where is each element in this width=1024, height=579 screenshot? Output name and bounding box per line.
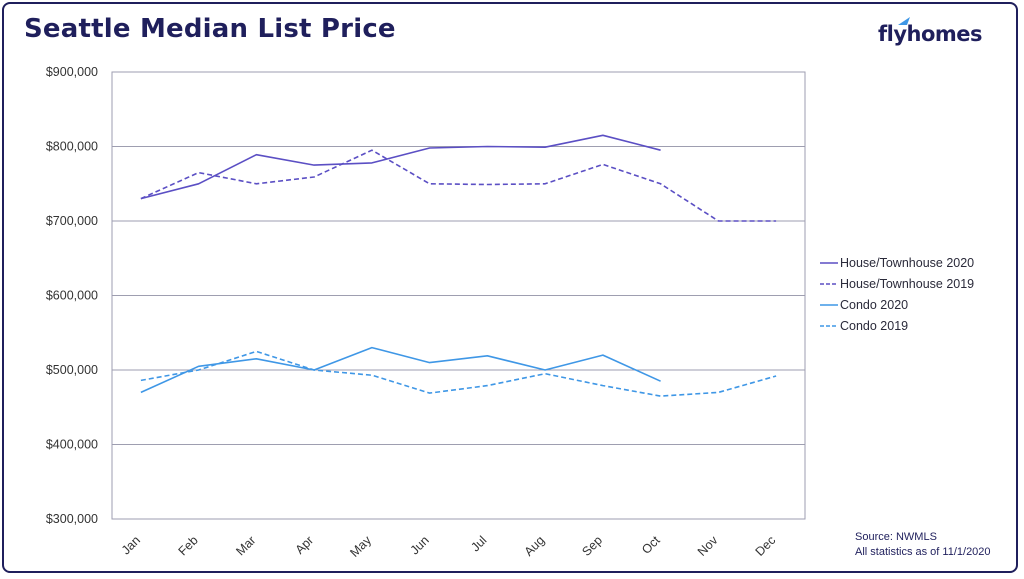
legend-item: Condo 2019 — [820, 315, 974, 336]
series-line-1 — [140, 149, 777, 222]
x-tick-label: Mar — [233, 533, 258, 558]
y-tick-label: $800,000 — [46, 140, 98, 154]
y-tick-label: $600,000 — [46, 289, 98, 303]
legend-label: House/Townhouse 2020 — [840, 255, 975, 270]
y-tick-label: $500,000 — [46, 363, 98, 377]
x-tick-label: Sep — [579, 533, 605, 559]
x-tick-label: Oct — [639, 533, 663, 557]
chart-frame — [2, 2, 1018, 573]
y-tick-label: $900,000 — [46, 65, 98, 79]
legend-swatch — [820, 261, 838, 264]
x-tick-label: Jan — [119, 533, 143, 557]
legend-swatch — [820, 282, 838, 285]
y-tick-label: $700,000 — [46, 214, 98, 228]
x-tick-label: Jun — [408, 533, 432, 557]
legend-label: Condo 2019 — [840, 318, 909, 333]
legend-item: House/Townhouse 2019 — [820, 273, 974, 294]
x-tick-label: Dec — [753, 533, 779, 559]
x-tick-label: Apr — [293, 533, 317, 557]
y-tick-label: $400,000 — [46, 438, 98, 452]
x-tick-label: Aug — [522, 533, 548, 559]
chart-legend: House/Townhouse 2020 House/Townhouse 2019… — [820, 252, 974, 336]
x-tick-label: May — [347, 533, 374, 560]
flyhomes-logo: flyhomes — [878, 22, 983, 46]
legend-item: Condo 2020 — [820, 294, 974, 315]
legend-item: House/Townhouse 2020 — [820, 252, 974, 273]
source-note: Source: NWMLS All statistics as of 11/1/… — [855, 530, 991, 560]
legend-label: Condo 2020 — [840, 297, 909, 312]
series-line-3 — [140, 350, 777, 397]
flyhomes-logo-mark-icon — [898, 17, 910, 25]
y-tick-label: $300,000 — [46, 512, 98, 526]
source-line: Source: NWMLS — [855, 531, 937, 543]
legend-swatch — [820, 303, 838, 306]
legend-swatch — [820, 324, 838, 327]
legend-label: House/Townhouse 2019 — [840, 276, 975, 291]
x-tick-label: Feb — [176, 533, 201, 558]
x-tick-label: Nov — [695, 533, 721, 559]
chart-title: Seattle Median List Price — [24, 14, 396, 44]
series-line-2 — [140, 346, 661, 394]
series-line-0 — [140, 134, 661, 200]
x-tick-label: Jul — [468, 533, 489, 554]
statistics-date-line: All statistics as of 11/1/2020 — [855, 546, 991, 558]
